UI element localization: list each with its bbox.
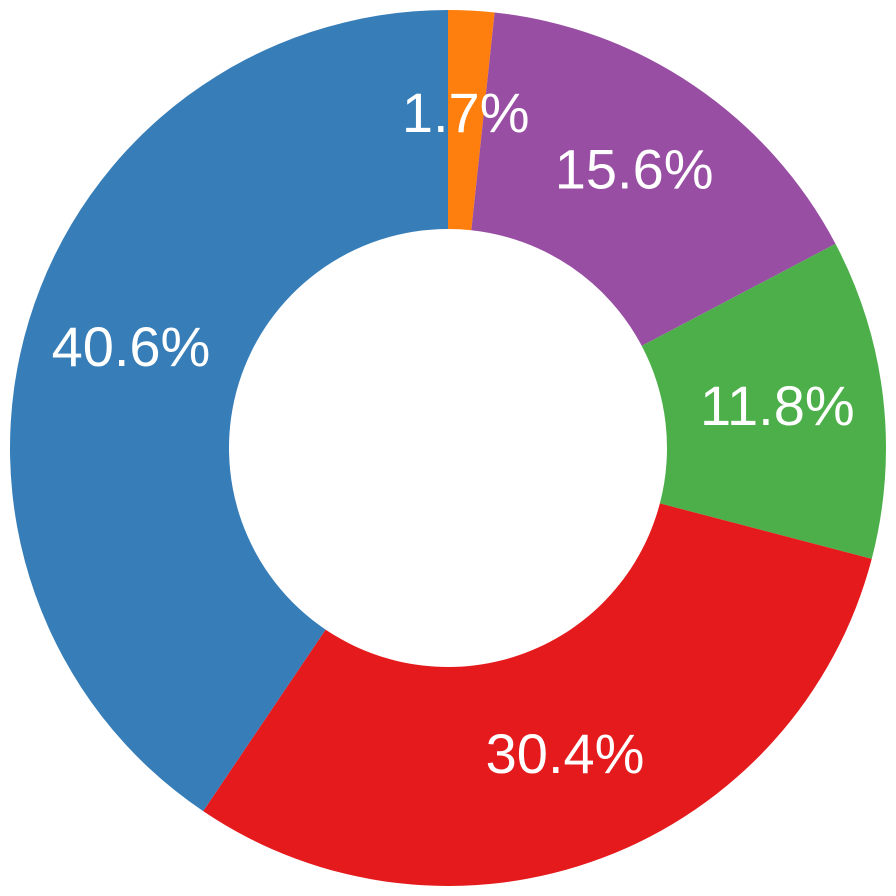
- donut-slice: [203, 503, 872, 886]
- donut-slice: [10, 10, 449, 812]
- data-label: 15.6%: [555, 138, 714, 201]
- donut-slice: [471, 12, 836, 346]
- data-label: 1.7%: [402, 81, 530, 144]
- donut-slice: [641, 243, 886, 559]
- donut-slice: [448, 10, 495, 231]
- data-label: 11.8%: [700, 374, 855, 437]
- data-label: 30.4%: [486, 722, 645, 785]
- data-label: 40.6%: [52, 315, 211, 378]
